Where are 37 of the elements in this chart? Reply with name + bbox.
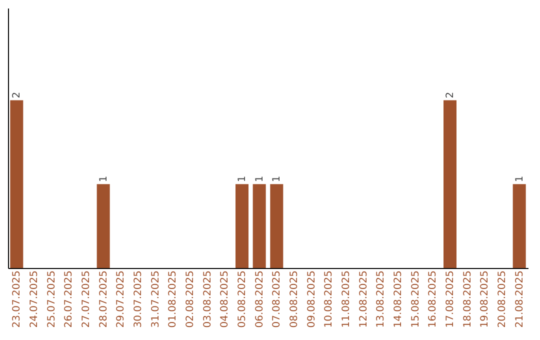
- x-tick-label: 25.07.2025: [46, 270, 58, 328]
- x-tick-label: 26.07.2025: [64, 270, 75, 328]
- x-tick-label: 04.08.2025: [220, 270, 231, 328]
- x-tick-label: 18.08.2025: [462, 270, 474, 328]
- x-tick-label: 11.08.2025: [341, 270, 352, 328]
- x-tick-label: 10.08.2025: [324, 270, 335, 328]
- x-tick-label: 16.08.2025: [428, 270, 439, 328]
- x-tick-label: 07.08.2025: [272, 270, 283, 328]
- x-tick-label: 28.07.2025: [98, 270, 110, 328]
- x-tick-label: 14.08.2025: [393, 270, 404, 328]
- x-tick-label: 09.08.2025: [306, 270, 318, 328]
- x-tick-label: 06.08.2025: [254, 270, 266, 328]
- data-label: 1: [254, 176, 266, 182]
- x-tick-label: 05.08.2025: [237, 270, 248, 328]
- x-tick-label: 30.07.2025: [133, 270, 144, 328]
- x-tick-label: 31.07.2025: [150, 270, 162, 328]
- x-tick-label: 24.07.2025: [29, 270, 40, 328]
- x-tick-label: 17.08.2025: [445, 270, 456, 328]
- data-label: 1: [514, 176, 526, 182]
- data-label: 1: [237, 176, 248, 182]
- x-tick-label: 19.08.2025: [480, 270, 491, 328]
- x-tick-label: 21.08.2025: [514, 270, 526, 328]
- x-tick-label: 12.08.2025: [358, 270, 370, 328]
- x-tick-label: 23.07.2025: [12, 270, 23, 328]
- data-label: 1: [98, 176, 110, 182]
- x-tick-label: 03.08.2025: [202, 270, 214, 328]
- x-tick-label: 02.08.2025: [185, 270, 196, 328]
- x-tick-label: 08.08.2025: [289, 270, 300, 328]
- x-tick-label: 27.07.2025: [81, 270, 92, 328]
- x-tick-label: 29.07.2025: [116, 270, 127, 328]
- data-label: 2: [445, 92, 456, 98]
- data-label: 2: [12, 92, 23, 98]
- x-tick-label: 15.08.2025: [410, 270, 422, 328]
- x-tick-label: 20.08.2025: [497, 270, 508, 328]
- data-label: 1: [272, 176, 283, 182]
- x-tick-label: 01.08.2025: [168, 270, 179, 328]
- x-tick-label: 13.08.2025: [376, 270, 387, 328]
